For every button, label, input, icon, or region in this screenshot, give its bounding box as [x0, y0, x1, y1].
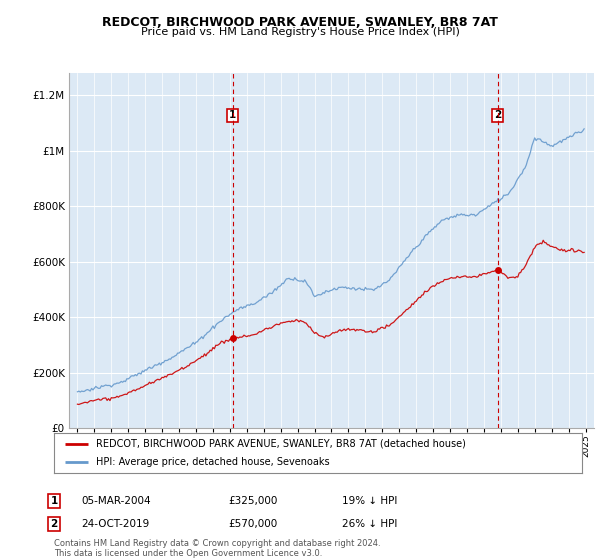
Text: 1: 1 — [50, 496, 58, 506]
Text: £325,000: £325,000 — [228, 496, 277, 506]
Text: 05-MAR-2004: 05-MAR-2004 — [81, 496, 151, 506]
Text: HPI: Average price, detached house, Sevenoaks: HPI: Average price, detached house, Seve… — [96, 458, 330, 467]
Text: Price paid vs. HM Land Registry's House Price Index (HPI): Price paid vs. HM Land Registry's House … — [140, 27, 460, 37]
Text: 24-OCT-2019: 24-OCT-2019 — [81, 519, 149, 529]
Text: £570,000: £570,000 — [228, 519, 277, 529]
Text: 1: 1 — [229, 110, 236, 120]
Point — [228, 334, 238, 343]
Text: REDCOT, BIRCHWOOD PARK AVENUE, SWANLEY, BR8 7AT (detached house): REDCOT, BIRCHWOOD PARK AVENUE, SWANLEY, … — [96, 439, 466, 449]
Text: Contains HM Land Registry data © Crown copyright and database right 2024.
This d: Contains HM Land Registry data © Crown c… — [54, 539, 380, 558]
Text: 2: 2 — [494, 110, 501, 120]
Text: 2: 2 — [50, 519, 58, 529]
Point — [493, 265, 502, 274]
Text: 26% ↓ HPI: 26% ↓ HPI — [342, 519, 397, 529]
Text: 19% ↓ HPI: 19% ↓ HPI — [342, 496, 397, 506]
Text: REDCOT, BIRCHWOOD PARK AVENUE, SWANLEY, BR8 7AT: REDCOT, BIRCHWOOD PARK AVENUE, SWANLEY, … — [102, 16, 498, 29]
